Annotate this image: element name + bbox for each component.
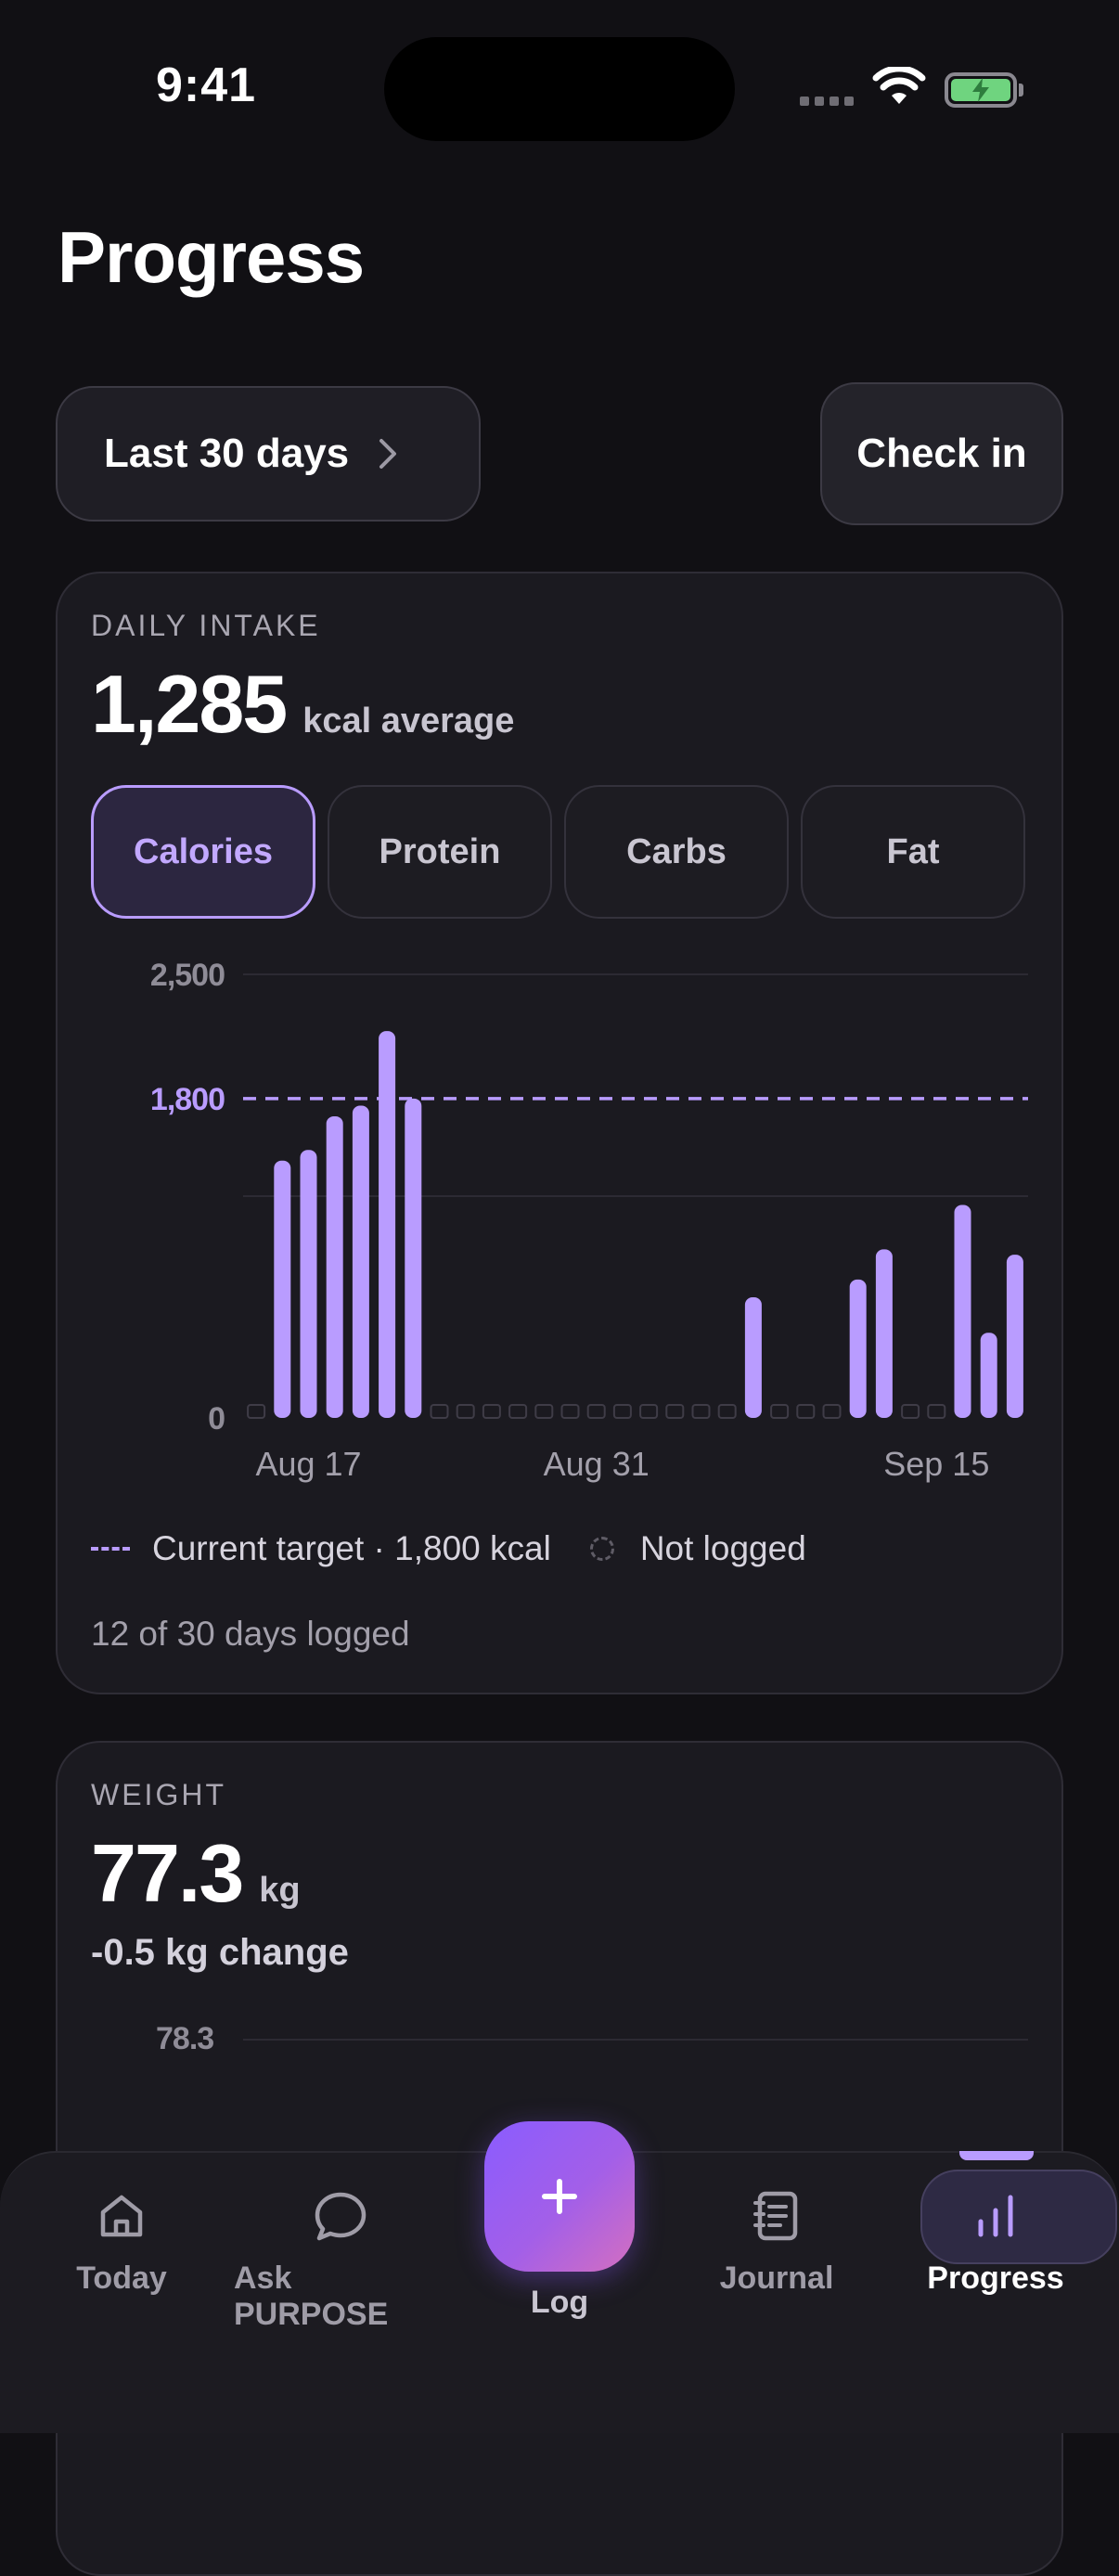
x-tick-label: Sep 15 — [883, 1445, 989, 1483]
tab-today[interactable]: Today — [15, 2171, 228, 2297]
target-dash-icon — [91, 1547, 130, 1551]
not-logged-marker — [247, 1404, 266, 1419]
intake-bar — [352, 1105, 369, 1418]
check-in-button[interactable]: Check in — [820, 382, 1063, 525]
intake-bar — [1006, 1255, 1023, 1418]
battery-icon — [945, 72, 1017, 108]
not-logged-marker — [508, 1404, 528, 1419]
intake-bar — [849, 1279, 867, 1418]
weight-unit: kg — [259, 1871, 301, 1910]
page-title: Progress — [58, 216, 365, 298]
weight-gridline — [243, 2039, 1028, 2041]
daily-intake-card — [56, 572, 1063, 1694]
home-icon — [100, 2195, 143, 2237]
daily-intake-summary: 1,285 kcal average — [91, 657, 514, 752]
not-logged-marker — [822, 1404, 842, 1419]
weight-axis-tick: 78.3 — [156, 2021, 214, 2056]
tab-carbs[interactable]: Carbs — [564, 785, 789, 919]
weight-change: -0.5 kg change — [91, 1932, 349, 1973]
tab-progress-label: Progress — [927, 2260, 1064, 2296]
cellular-signal-icon — [800, 97, 854, 106]
not-logged-marker — [456, 1404, 475, 1419]
not-logged-icon — [589, 1537, 614, 1561]
tab-ask-purpose[interactable]: Ask PURPOSE — [234, 2171, 447, 2333]
not-logged-marker — [901, 1404, 920, 1419]
legend-target-label: Current target · 1,800 kcal — [152, 1529, 551, 1567]
chart-legend: Current target · 1,800 kcal Not logged — [91, 1529, 806, 1568]
intake-bar — [954, 1204, 971, 1418]
not-logged-marker — [430, 1404, 449, 1419]
tab-protein[interactable]: Protein — [328, 785, 552, 919]
y-tick-label: 0 — [208, 1401, 225, 1436]
date-range-label: Last 30 days — [104, 431, 350, 476]
battery-tip — [1019, 84, 1023, 97]
daily-intake-kicker: DAILY INTAKE — [91, 609, 321, 642]
plus-icon — [542, 2179, 577, 2214]
not-logged-marker — [560, 1404, 580, 1419]
intake-bar — [379, 1031, 396, 1418]
wifi-icon — [872, 67, 926, 104]
log-button[interactable] — [484, 2121, 635, 2272]
intake-bar — [744, 1296, 762, 1418]
daily-intake-value: 1,285 — [91, 658, 288, 750]
tab-journal-label: Journal — [719, 2260, 834, 2296]
days-logged-summary: 12 of 30 days logged — [91, 1615, 410, 1653]
x-tick-label: Aug 31 — [544, 1445, 650, 1483]
dynamic-island — [384, 37, 735, 141]
date-range-button[interactable]: Last 30 days — [56, 386, 481, 522]
active-tab-indicator — [959, 2151, 1034, 2160]
check-in-label: Check in — [856, 431, 1027, 476]
intake-bar — [274, 1160, 291, 1418]
tab-log-label: Log — [530, 2285, 589, 2320]
weight-summary: 77.3 kg — [91, 1826, 301, 1921]
progress-tab-highlight — [920, 2170, 1117, 2264]
notebook-icon — [753, 2191, 798, 2241]
not-logged-marker — [927, 1404, 946, 1419]
chevron-right-icon — [379, 439, 397, 469]
weight-value: 77.3 — [91, 1827, 244, 1919]
daily-intake-chart: 2,500 1,800 0 Aug 17 Aug 31 Sep 15 — [150, 958, 1028, 1483]
status-time: 9:41 — [156, 58, 257, 112]
not-logged-marker — [717, 1404, 737, 1419]
intake-bar — [300, 1150, 317, 1418]
target-tick-label: 1,800 — [150, 1082, 225, 1117]
tab-progress[interactable]: Progress — [889, 2171, 1102, 2297]
tab-calories[interactable]: Calories — [91, 785, 315, 919]
not-logged-marker — [796, 1404, 816, 1419]
tab-fat[interactable]: Fat — [801, 785, 1025, 919]
daily-intake-unit: kcal average — [302, 702, 515, 741]
not-logged-marker — [665, 1404, 685, 1419]
not-logged-marker — [534, 1404, 554, 1419]
y-tick-label: 2,500 — [150, 958, 225, 993]
not-logged-marker — [691, 1404, 711, 1419]
not-logged-marker — [482, 1404, 501, 1419]
intake-bar — [875, 1249, 893, 1418]
x-tick-label: Aug 17 — [255, 1445, 361, 1483]
bar-chart-icon — [978, 2195, 1013, 2237]
chat-bubble-icon — [315, 2192, 367, 2241]
not-logged-marker — [770, 1404, 790, 1419]
intake-bar — [980, 1333, 997, 1418]
legend-not-logged-label: Not logged — [639, 1529, 806, 1567]
weight-kicker: WEIGHT — [91, 1778, 226, 1811]
tab-today-label: Today — [76, 2260, 167, 2296]
not-logged-marker — [639, 1404, 659, 1419]
tab-ask-purpose-label: Ask PURPOSE — [234, 2260, 389, 2332]
not-logged-marker — [586, 1404, 606, 1419]
tab-journal[interactable]: Journal — [670, 2171, 883, 2297]
not-logged-marker — [612, 1404, 632, 1419]
intake-bar — [405, 1098, 422, 1418]
intake-bar — [326, 1115, 343, 1418]
